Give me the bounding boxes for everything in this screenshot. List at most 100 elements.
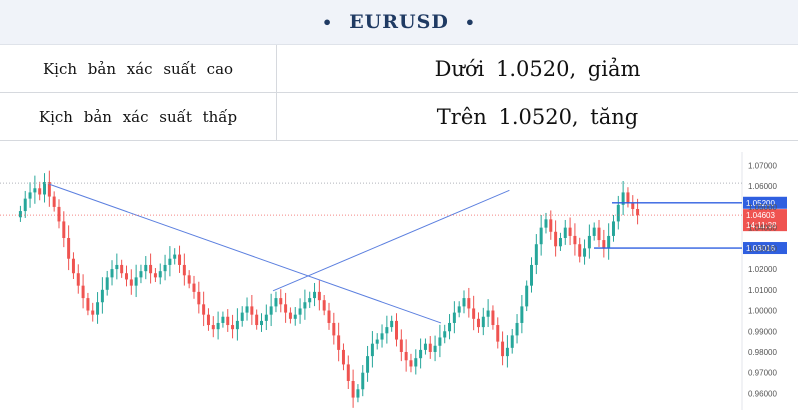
candle-body — [515, 322, 519, 336]
candle-body — [452, 312, 456, 323]
candle-body — [592, 227, 596, 236]
candle-body — [260, 320, 263, 326]
candle-body — [462, 298, 466, 307]
candle-body — [337, 335, 341, 350]
candle-body — [206, 314, 210, 326]
candle-body — [18, 211, 22, 218]
candle-body — [404, 351, 408, 361]
candle-body — [226, 316, 230, 326]
candle-body — [115, 264, 119, 270]
title-bar: • EURUSD • — [0, 0, 798, 45]
y-tick-label: 1.07000 — [748, 161, 777, 170]
candle-body — [33, 188, 37, 193]
candle-body — [544, 219, 548, 228]
candle-body — [525, 285, 529, 307]
candle-body — [47, 182, 51, 197]
candle-body — [554, 231, 558, 247]
candle-body — [467, 298, 471, 309]
candle-body — [168, 258, 172, 265]
chart-background — [0, 152, 798, 410]
scenario-label-high: Kịch bản xác suất cao — [0, 45, 277, 93]
candle-body — [496, 325, 500, 342]
level-price-label: 1.05200 — [746, 199, 775, 208]
candle-body — [539, 227, 543, 245]
candle-body — [578, 244, 582, 257]
candle-body — [43, 182, 47, 195]
candle-body — [216, 322, 220, 330]
candle-body — [182, 264, 186, 276]
candle-body — [520, 306, 524, 323]
candle-body — [231, 325, 235, 330]
candle-body — [313, 291, 317, 299]
y-tick-label: 0.97000 — [748, 369, 777, 378]
candle-body — [583, 248, 587, 257]
candle-body — [409, 360, 413, 367]
candle-body — [211, 325, 215, 330]
candle-body — [568, 227, 572, 236]
y-tick-label: 1.01000 — [748, 286, 777, 295]
y-tick-label: 1.03000 — [748, 244, 777, 253]
candle-body — [448, 322, 452, 332]
candle-body — [81, 285, 85, 299]
candle-body — [399, 339, 403, 352]
candles-layer — [18, 170, 640, 408]
candle-body — [341, 349, 345, 365]
candle-body — [472, 308, 476, 319]
candle-body — [153, 273, 157, 278]
candle-body — [390, 320, 394, 328]
candle-body — [274, 298, 278, 307]
candle-body — [303, 302, 307, 309]
candle-body — [327, 310, 331, 323]
candle-body — [192, 283, 196, 292]
candle-body — [375, 339, 379, 344]
candle-body — [120, 264, 124, 274]
candle-body — [549, 219, 553, 232]
candle-body — [534, 244, 538, 265]
candle-body — [129, 279, 133, 286]
scenario-row-low: Kịch bản xác suất thấp Trên 1.0520, tăng — [0, 92, 798, 141]
candle-body — [173, 254, 177, 259]
symbol-title: EURUSD — [349, 11, 449, 33]
trendline — [272, 189, 510, 292]
candle-body — [28, 192, 32, 199]
scenario-value-low: Trên 1.0520, tăng — [276, 92, 798, 141]
candle-body — [558, 238, 562, 247]
candle-body — [530, 264, 534, 286]
candle-body — [178, 254, 182, 265]
candle-body — [380, 333, 384, 340]
candle-body — [631, 202, 635, 209]
candle-body — [255, 314, 259, 326]
candle-body — [308, 298, 312, 303]
candle-body — [288, 312, 292, 319]
candle-body — [505, 347, 509, 357]
scenario-row-high: Kịch bản xác suất cao Dưới 1.0520, giảm — [0, 45, 798, 93]
candle-body — [284, 304, 288, 313]
trendlines-layer — [48, 183, 510, 324]
level-price-tag — [743, 196, 787, 209]
candle-body — [476, 318, 480, 328]
y-tick-label: 0.99000 — [748, 327, 777, 336]
candle-body — [573, 235, 577, 245]
candle-body — [361, 372, 365, 390]
candle-body — [264, 314, 268, 321]
candle-body — [356, 389, 360, 398]
candle-body — [481, 316, 485, 328]
candle-body — [428, 343, 432, 352]
candle-body — [433, 345, 437, 352]
candle-body — [62, 221, 66, 238]
candle-body — [486, 310, 490, 317]
candle-body — [197, 291, 201, 305]
candle-body — [317, 291, 321, 301]
candle-body — [385, 327, 389, 334]
candle-body — [621, 192, 625, 205]
candle-body — [597, 227, 601, 241]
candle-body — [616, 204, 620, 222]
candle-body — [245, 306, 249, 313]
y-tick-label: 1.06000 — [748, 182, 777, 191]
price-axis: 1.07000 1.06000 1.05000 1.04000 1.03000 1.020… — [748, 161, 777, 398]
candle-body — [322, 300, 326, 311]
candle-body — [510, 335, 514, 348]
candle-body — [269, 306, 273, 315]
candle-body — [67, 238, 71, 259]
candle-body — [279, 298, 283, 305]
